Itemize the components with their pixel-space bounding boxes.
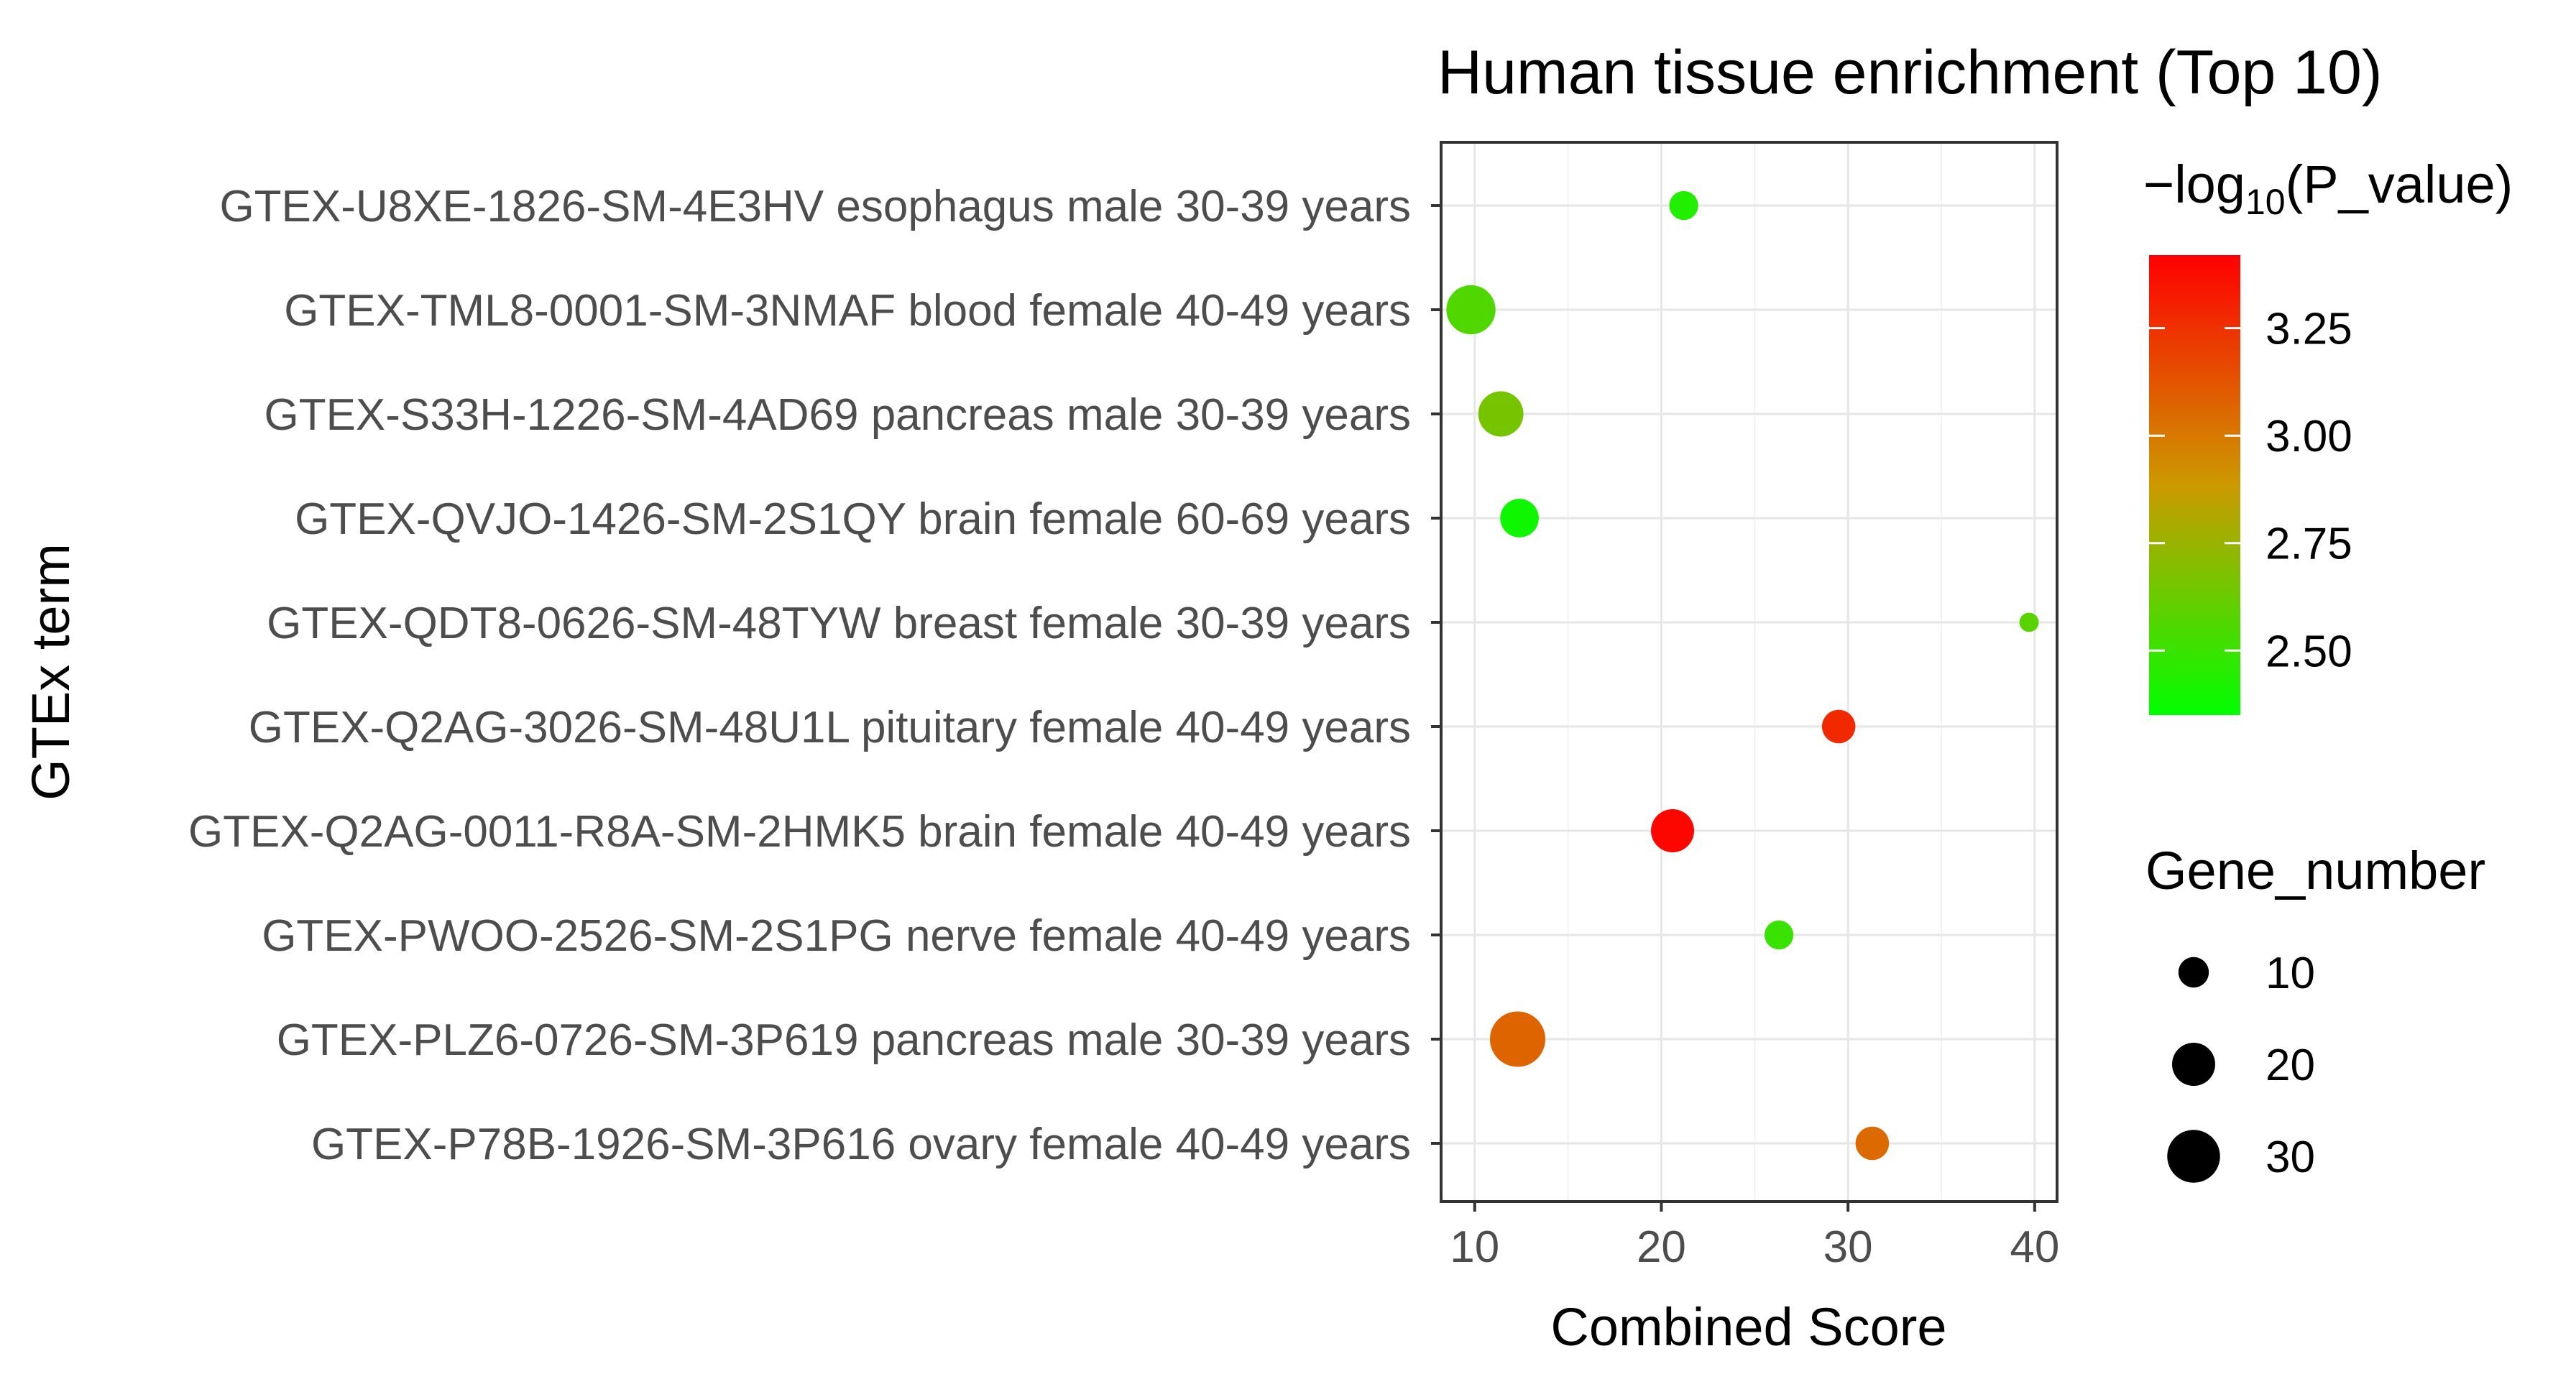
y-axis: GTEX-U8XE-1826-SM-4E3HV esophagus male 3… <box>188 182 1441 1169</box>
color-tick-label: 2.50 <box>2266 627 2352 676</box>
data-point <box>1500 499 1539 538</box>
x-axis-label: Combined Score <box>1550 1297 1946 1357</box>
data-points <box>1446 190 2039 1161</box>
y-tick-label: GTEX-U8XE-1826-SM-4E3HV esophagus male 3… <box>219 182 1411 231</box>
data-point <box>1669 190 1698 221</box>
plot-panel <box>1441 142 2057 1202</box>
x-axis: 10 20 30 40 <box>1450 1202 2059 1272</box>
size-legend-label: 10 <box>2266 949 2315 998</box>
y-tick-label: GTEX-S33H-1226-SM-4AD69 pancreas male 30… <box>264 390 1411 440</box>
grid-lines <box>1441 142 2057 1202</box>
y-tick-label: GTEX-P78B-1926-SM-3P616 ovary female 40-… <box>311 1120 1411 1169</box>
x-tick-label: 10 <box>1450 1222 1499 1272</box>
data-point <box>1446 285 1496 335</box>
color-tick-label: 2.75 <box>2266 520 2352 569</box>
x-tick-label: 40 <box>2010 1222 2059 1272</box>
y-tick-label: GTEX-PWOO-2526-SM-2S1PG nerve female 40-… <box>262 911 1411 961</box>
x-tick-label: 30 <box>1823 1222 1873 1272</box>
size-legend-title: Gene_number <box>2145 841 2485 900</box>
data-point <box>1821 709 1856 744</box>
size-legend-label: 20 <box>2266 1041 2315 1090</box>
x-tick-label: 20 <box>1637 1222 1686 1272</box>
size-legend-dot <box>2172 1043 2215 1086</box>
data-point <box>1478 391 1524 437</box>
chart-title: Human tissue enrichment (Top 10) <box>1438 38 2382 107</box>
color-tick-label: 3.25 <box>2266 305 2352 354</box>
y-tick-label: GTEX-Q2AG-3026-SM-48U1L pituitary female… <box>249 703 1411 752</box>
size-legend-label: 30 <box>2266 1133 2315 1182</box>
y-tick-label: GTEX-PLZ6-0726-SM-3P619 pancreas male 30… <box>277 1015 1411 1065</box>
data-point <box>1489 1011 1546 1067</box>
data-point <box>1764 920 1794 950</box>
y-tick-label: GTEX-Q2AG-0011-R8A-SM-2HMK5 brain female… <box>188 807 1411 857</box>
color-legend-title: −log10(P_value) <box>2143 155 2513 222</box>
size-legend-dot <box>2178 957 2209 988</box>
color-tick-label: 3.00 <box>2266 412 2352 461</box>
data-point <box>1855 1126 1890 1161</box>
size-legend-dot <box>2167 1130 2220 1183</box>
y-tick-label: GTEX-TML8-0001-SM-3NMAF blood female 40-… <box>284 286 1411 336</box>
y-axis-label: GTEx term <box>21 543 80 801</box>
data-point <box>2019 612 2039 632</box>
y-tick-label: GTEX-QDT8-0626-SM-48TYW breast female 30… <box>267 599 1411 648</box>
data-point <box>1651 809 1695 852</box>
plot-border <box>1440 141 2058 1203</box>
color-legend-ticks: 2.50 2.75 3.00 3.25 <box>2149 305 2352 676</box>
size-legend: 10 20 30 <box>2167 949 2315 1183</box>
color-legend-bar <box>2149 255 2240 715</box>
y-tick-label: GTEX-QVJO-1426-SM-2S1QY brain female 60-… <box>295 494 1411 544</box>
